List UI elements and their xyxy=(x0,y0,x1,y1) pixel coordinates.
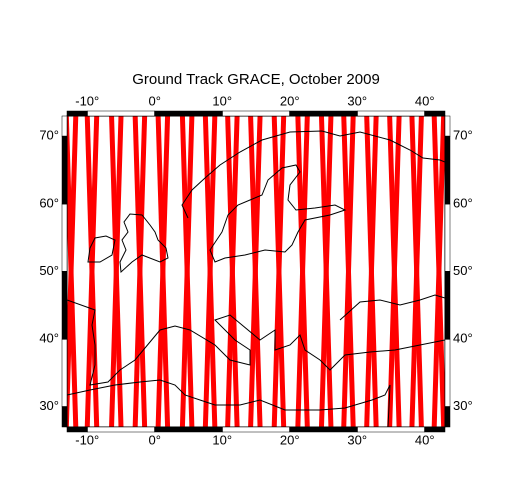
y-tick-label: 40° xyxy=(39,331,59,346)
coastline xyxy=(67,379,391,427)
frame-block xyxy=(61,115,68,137)
map-frame: -10° -10° 0° 0° 10° 10° 20° 20° 30° 30° 40° 40° 30° 3… xyxy=(39,93,472,447)
y-tick-label: 30° xyxy=(39,398,59,413)
frame-block xyxy=(61,136,68,205)
ground-track xyxy=(387,116,402,427)
x-tick-label: 20° xyxy=(280,432,300,447)
frame-block xyxy=(289,426,358,433)
ground-track xyxy=(67,116,79,427)
ground-track xyxy=(225,116,240,427)
frame-block xyxy=(357,426,425,433)
coastline xyxy=(67,299,445,386)
y-tick-label: 50° xyxy=(453,263,473,278)
y-tick-label: 40° xyxy=(453,331,473,346)
x-tick-label: 40° xyxy=(415,432,435,447)
x-tick-label: 0° xyxy=(149,93,161,108)
coastlines xyxy=(67,130,445,427)
frame-block xyxy=(444,338,451,407)
ground-track xyxy=(202,116,218,427)
frame-block xyxy=(154,110,223,117)
frame-block xyxy=(61,271,68,340)
frame-block xyxy=(66,426,88,433)
frame-block xyxy=(357,110,425,117)
frame-block xyxy=(424,426,446,433)
x-tick-label: 10° xyxy=(212,432,232,447)
x-tick-label: 20° xyxy=(280,93,300,108)
ground-track xyxy=(295,116,310,427)
ground-track xyxy=(155,116,171,427)
frame-block xyxy=(444,136,451,205)
y-tick-label: 50° xyxy=(39,263,59,278)
coastline xyxy=(339,294,445,321)
x-tick-label: 30° xyxy=(347,93,367,108)
map-title: Ground Track GRACE, October 2009 xyxy=(132,71,380,88)
frame-block xyxy=(444,271,451,340)
frame-block xyxy=(222,110,290,117)
coastline xyxy=(209,164,347,263)
frame-block xyxy=(222,426,290,433)
ground-track xyxy=(364,116,379,427)
ground-track xyxy=(132,116,148,427)
x-tick-label: 40° xyxy=(415,93,435,108)
frame-block xyxy=(444,115,451,137)
ground-track xyxy=(271,116,287,427)
frame-block xyxy=(444,203,451,272)
ground-track xyxy=(318,116,334,427)
ground-track xyxy=(409,116,424,427)
x-tick-label: -10° xyxy=(75,432,99,447)
ground-track xyxy=(84,116,100,427)
frame-block xyxy=(444,406,451,428)
frame-block xyxy=(289,110,358,117)
frame-block xyxy=(154,426,223,433)
frame-block xyxy=(87,426,155,433)
ground-tracks xyxy=(67,116,445,427)
y-tick-label: 60° xyxy=(39,195,59,210)
y-tick-label: 60° xyxy=(453,195,473,210)
y-tick-label: 70° xyxy=(39,128,59,143)
frame-block xyxy=(61,203,68,272)
ground-track xyxy=(341,116,356,427)
ground-track xyxy=(109,116,124,427)
frame-block xyxy=(61,338,68,407)
frame-block xyxy=(424,110,446,117)
ground-track xyxy=(248,116,263,427)
x-tick-label: 0° xyxy=(149,432,161,447)
y-tick-label: 30° xyxy=(453,398,473,413)
ground-track xyxy=(179,116,195,427)
frame-block xyxy=(87,110,155,117)
frame-block xyxy=(61,406,68,428)
ground-track xyxy=(431,116,445,427)
x-tick-label: 30° xyxy=(347,432,367,447)
x-tick-label: -10° xyxy=(75,93,99,108)
y-tick-label: 70° xyxy=(453,128,473,143)
coastline xyxy=(119,213,169,274)
coastline xyxy=(181,130,445,219)
coastline xyxy=(87,235,116,263)
frame-block xyxy=(66,110,88,117)
x-tick-label: 10° xyxy=(212,93,232,108)
